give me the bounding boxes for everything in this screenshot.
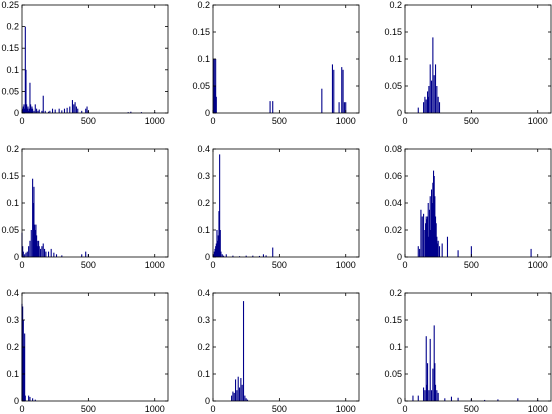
y-tick-label: 0.2	[197, 198, 210, 208]
plot-frame	[212, 4, 360, 114]
y-tick-label: 0	[14, 108, 19, 118]
y-tick-label: 0.15	[384, 27, 402, 37]
y-tick-label: 0	[397, 252, 402, 262]
x-tick-label: 0	[210, 404, 215, 414]
y-tick-label: 0.05	[384, 369, 402, 379]
x-tick-label: 1000	[145, 404, 165, 414]
subplot-2: 0 0.05 0.1 0.15 0.2 0 500 1000	[192, 0, 360, 126]
plot-frame	[212, 148, 360, 258]
x-tick-label: 1000	[336, 116, 356, 126]
x-tick-label: 0	[19, 404, 24, 414]
subplot-3: 0 0.05 0.1 0.15 0.2 0 500 1000	[384, 0, 552, 126]
y-tick-label: 0	[14, 396, 19, 406]
subplot-9: 0 0.05 0.1 0.15 0.2 0 500 1000	[384, 288, 552, 414]
y-tick-label: 0.15	[192, 27, 210, 37]
y-tick-label: 0.2	[197, 342, 210, 352]
y-tick-label: 0.2	[389, 288, 402, 298]
y-tick-label: 0.2	[6, 342, 19, 352]
x-tick-label: 500	[81, 404, 96, 414]
y-tick-label: 0.4	[197, 144, 210, 154]
plot-frame	[212, 292, 360, 402]
y-tick-label: 0.05	[1, 225, 19, 235]
subplot-1: 0 0.05 0.1 0.15 0.2 0.25 0 500 1000	[1, 0, 169, 126]
y-tick-label: 0.3	[197, 315, 210, 325]
y-tick-label: 0.4	[197, 288, 210, 298]
x-tick-label: 500	[272, 404, 287, 414]
y-tick-label: 0	[397, 396, 402, 406]
y-tick-label: 0.2	[197, 0, 210, 10]
x-tick-label: 500	[272, 260, 287, 270]
y-tick-label: 0.06	[384, 171, 402, 181]
x-tick-label: 1000	[336, 260, 356, 270]
x-tick-label: 500	[464, 404, 479, 414]
y-tick-label: 0.15	[384, 315, 402, 325]
y-tick-label: 0.25	[1, 0, 19, 10]
x-tick-label: 0	[402, 404, 407, 414]
subplot-6: 0 0.02 0.04 0.06 0.08 0 500 1000	[384, 144, 552, 270]
y-tick-label: 0.1	[6, 369, 19, 379]
x-tick-label: 0	[19, 116, 24, 126]
y-tick-label: 0.4	[6, 288, 19, 298]
y-tick-label: 0.08	[384, 144, 402, 154]
x-tick-label: 1000	[145, 116, 165, 126]
y-tick-label: 0.15	[1, 43, 19, 53]
y-tick-label: 0	[14, 252, 19, 262]
x-tick-label: 0	[402, 260, 407, 270]
plot-frame	[21, 292, 169, 402]
y-tick-label: 0.3	[6, 315, 19, 325]
y-tick-label: 0.05	[1, 86, 19, 96]
y-tick-label: 0	[205, 396, 210, 406]
plot-frame	[404, 4, 552, 114]
y-tick-label: 0.1	[389, 54, 402, 64]
plot-frame	[21, 4, 169, 114]
y-tick-label: 0.05	[384, 81, 402, 91]
x-tick-label: 500	[81, 116, 96, 126]
subplot-4: 0 0.05 0.1 0.15 0.2 0 500 1000	[1, 144, 169, 270]
plot-frame	[21, 148, 169, 258]
y-tick-label: 0	[205, 108, 210, 118]
x-tick-label: 0	[210, 116, 215, 126]
x-tick-label: 1000	[528, 116, 548, 126]
x-tick-label: 0	[19, 260, 24, 270]
subplot-5: 0 0.1 0.2 0.3 0.4 0 500 1000	[197, 144, 360, 270]
y-tick-label: 0.1	[197, 225, 210, 235]
x-tick-label: 500	[81, 260, 96, 270]
x-tick-label: 1000	[528, 404, 548, 414]
y-tick-label: 0	[205, 252, 210, 262]
x-tick-label: 1000	[145, 260, 165, 270]
y-tick-label: 0.04	[384, 198, 402, 208]
y-tick-label: 0	[397, 108, 402, 118]
y-tick-label: 0.1	[6, 65, 19, 75]
y-tick-label: 0.2	[6, 144, 19, 154]
y-tick-label: 0.1	[197, 54, 210, 64]
x-tick-label: 500	[272, 116, 287, 126]
y-tick-label: 0.3	[197, 171, 210, 181]
y-tick-label: 0.02	[384, 225, 402, 235]
y-tick-label: 0.1	[6, 198, 19, 208]
x-tick-label: 1000	[528, 260, 548, 270]
y-tick-label: 0.15	[1, 171, 19, 181]
subplot-7: 0 0.1 0.2 0.3 0.4 0 500 1000	[6, 288, 169, 414]
x-tick-label: 500	[464, 260, 479, 270]
x-tick-label: 1000	[336, 404, 356, 414]
x-tick-label: 0	[402, 116, 407, 126]
x-tick-label: 0	[210, 260, 215, 270]
y-tick-label: 0.1	[197, 369, 210, 379]
x-tick-label: 500	[464, 116, 479, 126]
y-tick-label: 0.2	[389, 0, 402, 10]
subplot-8: 0 0.1 0.2 0.3 0.4 0 500 1000	[197, 288, 360, 414]
y-tick-label: 0.05	[192, 81, 210, 91]
y-tick-label: 0.1	[389, 342, 402, 352]
y-tick-label: 0.2	[6, 22, 19, 32]
